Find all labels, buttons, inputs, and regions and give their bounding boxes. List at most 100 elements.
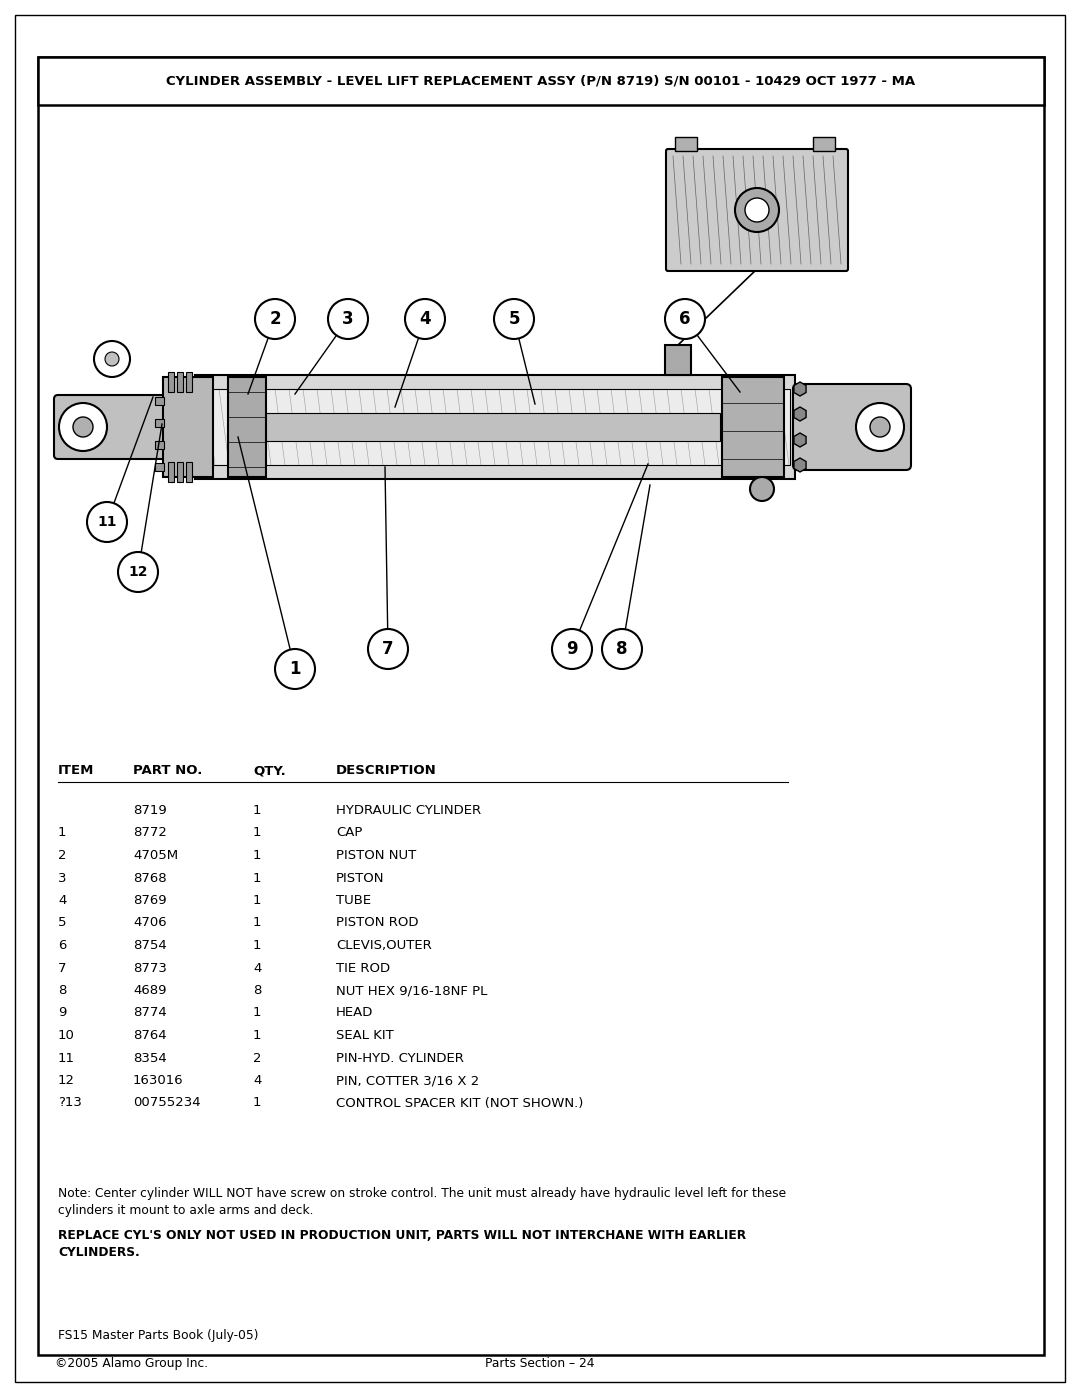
Circle shape [94,341,130,377]
Text: SEAL KIT: SEAL KIT [336,1030,394,1042]
Text: PIN-HYD. CYLINDER: PIN-HYD. CYLINDER [336,1052,464,1065]
Circle shape [750,476,774,502]
Circle shape [735,189,779,232]
Text: 8: 8 [253,983,261,997]
Text: 5: 5 [509,310,519,328]
Text: 2: 2 [269,310,281,328]
Text: 8769: 8769 [133,894,166,907]
Text: 1: 1 [253,939,261,951]
Text: ?13: ?13 [58,1097,82,1109]
Text: TUBE: TUBE [336,894,372,907]
Bar [195,374,795,479]
Circle shape [856,402,904,451]
Bar [168,462,174,482]
Bar [675,137,697,151]
Text: 8764: 8764 [133,1030,166,1042]
Text: 5: 5 [58,916,67,929]
Text: PART NO.: PART NO. [133,764,202,777]
Text: 6: 6 [679,310,691,328]
Text: 163016: 163016 [133,1074,184,1087]
Text: 8719: 8719 [133,805,166,817]
Bar [665,345,691,374]
Text: 4: 4 [419,310,431,328]
Circle shape [870,416,890,437]
Circle shape [665,299,705,339]
Text: 7: 7 [382,640,394,658]
Text: DESCRIPTION: DESCRIPTION [336,764,436,777]
Text: QTY.: QTY. [253,764,286,777]
Text: PISTON NUT: PISTON NUT [336,849,416,862]
Bar [38,57,1044,105]
Text: CYLINDER ASSEMBLY - LEVEL LIFT REPLACEMENT ASSY (P/N 8719) S/N 00101 - 10429 OCT: CYLINDER ASSEMBLY - LEVEL LIFT REPLACEME… [166,74,916,88]
Text: 00755234: 00755234 [133,1097,201,1109]
Text: 2: 2 [253,1052,261,1065]
Text: 3: 3 [58,872,67,884]
Polygon shape [794,381,806,395]
Circle shape [87,502,127,542]
Text: 12: 12 [58,1074,75,1087]
Circle shape [255,299,295,339]
Circle shape [368,629,408,669]
Text: Parts Section – 24: Parts Section – 24 [485,1356,595,1370]
Bar [163,377,213,476]
Text: 1: 1 [253,1030,261,1042]
Polygon shape [794,458,806,472]
Text: 4689: 4689 [133,983,166,997]
Text: ITEM: ITEM [58,764,94,777]
Bar [156,441,164,448]
Text: HEAD: HEAD [336,1006,374,1020]
Text: 1: 1 [253,849,261,862]
Circle shape [405,299,445,339]
Text: 8772: 8772 [133,827,167,840]
Text: 1: 1 [253,827,261,840]
Text: Note: Center cylinder WILL NOT have screw on stroke control. The unit must alrea: Note: Center cylinder WILL NOT have scre… [58,1187,786,1217]
FancyBboxPatch shape [666,149,848,271]
Text: 1: 1 [253,1006,261,1020]
Text: 6: 6 [58,939,66,951]
Bar [186,462,192,482]
Circle shape [328,299,368,339]
Text: 4: 4 [253,1074,261,1087]
Circle shape [494,299,534,339]
Bar [230,414,720,441]
Text: 12: 12 [129,564,148,578]
Polygon shape [794,407,806,420]
Text: 1: 1 [253,1097,261,1109]
Text: TIE ROD: TIE ROD [336,961,390,975]
Text: CLEVIS,OUTER: CLEVIS,OUTER [336,939,432,951]
Circle shape [105,352,119,366]
Circle shape [602,629,642,669]
Circle shape [73,416,93,437]
Text: 1: 1 [289,659,300,678]
Bar [177,372,183,393]
Text: 7: 7 [58,961,67,975]
Bar [156,397,164,405]
Bar [813,137,835,151]
Text: 4: 4 [58,894,66,907]
Text: 8: 8 [58,983,66,997]
Text: 1: 1 [253,872,261,884]
Text: 1: 1 [253,916,261,929]
Text: 1: 1 [253,805,261,817]
Text: FS15 Master Parts Book (July-05): FS15 Master Parts Book (July-05) [58,1329,258,1343]
Text: PIN, COTTER 3/16 X 2: PIN, COTTER 3/16 X 2 [336,1074,480,1087]
Text: 8754: 8754 [133,939,166,951]
Text: 1: 1 [253,894,261,907]
FancyBboxPatch shape [54,395,180,460]
Bar [186,372,192,393]
Text: 10: 10 [58,1030,75,1042]
Text: CAP: CAP [336,827,363,840]
Text: 4705M: 4705M [133,849,178,862]
Text: 11: 11 [58,1052,75,1065]
Text: PISTON ROD: PISTON ROD [336,916,419,929]
Circle shape [59,402,107,451]
Text: ©2005 Alamo Group Inc.: ©2005 Alamo Group Inc. [55,1356,208,1370]
Bar [228,377,266,476]
Text: 9: 9 [58,1006,66,1020]
Bar [723,377,784,476]
Bar [156,462,164,471]
Bar [200,388,789,465]
Text: REPLACE CYL'S ONLY NOT USED IN PRODUCTION UNIT, PARTS WILL NOT INTERCHANE WITH E: REPLACE CYL'S ONLY NOT USED IN PRODUCTIO… [58,1229,746,1259]
Text: 9: 9 [566,640,578,658]
Bar [177,462,183,482]
